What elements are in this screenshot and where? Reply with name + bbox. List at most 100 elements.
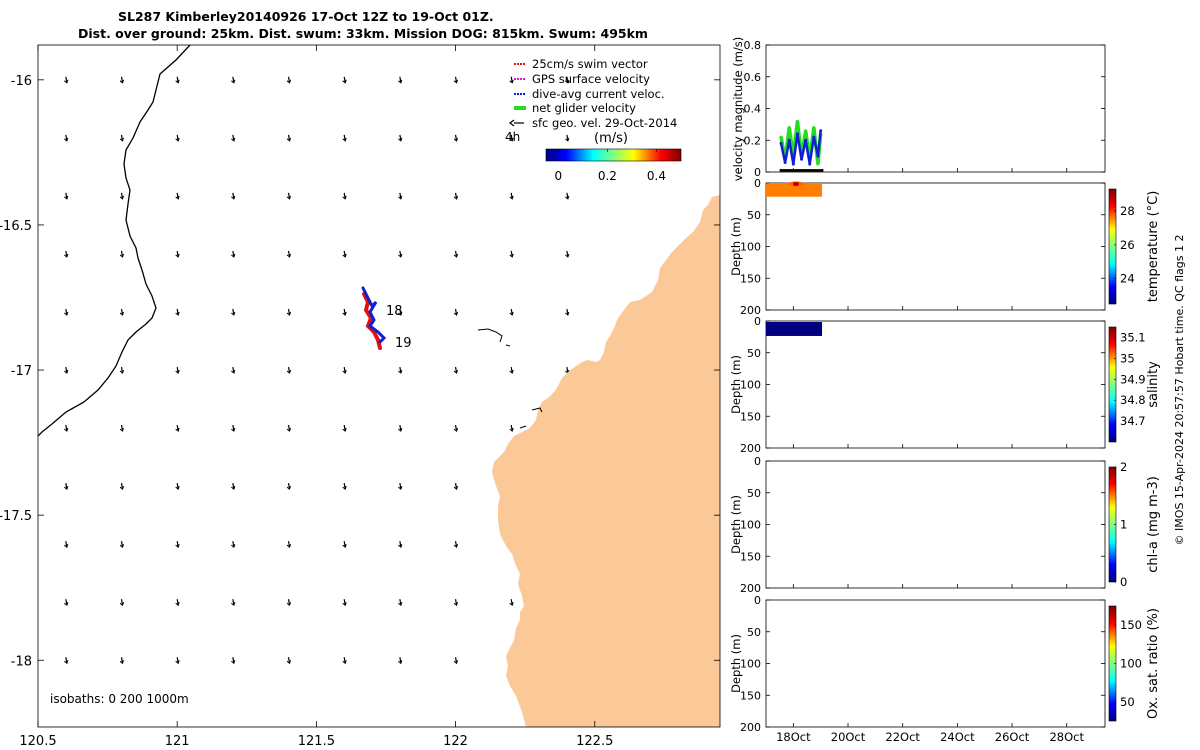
colorbar-tick-label: 2 <box>1120 460 1127 474</box>
colorbar-tick-label: 26 <box>1120 238 1135 252</box>
geo-arrow <box>342 192 347 200</box>
depth-ylabel: Depth (m) <box>729 217 743 276</box>
depth-ytick-label: 50 <box>747 209 761 222</box>
velocity-y-axis: 0 0.2 0.4 0.6 0.8 <box>744 39 1105 179</box>
geo-arrow <box>286 599 292 607</box>
geo-arrow <box>231 657 236 665</box>
geo-arrow <box>175 657 180 665</box>
island <box>477 328 511 347</box>
geo-arrow <box>453 657 459 665</box>
figure-title-line1: SL287 Kimberley20140926 17-Oct 12Z to 19… <box>118 9 494 24</box>
map-panel: 120.5 121 121.5 122 122.5 -16-16.5-17-17.5-1… <box>0 44 721 749</box>
isobath-1000m <box>38 45 191 437</box>
colorbar-tick-label: 34.7 <box>1120 414 1146 428</box>
geo-arrow <box>64 541 69 549</box>
geo-arrow <box>398 134 403 142</box>
geo-arrow <box>398 308 403 316</box>
geo-arrow <box>453 250 459 258</box>
geo-arrow <box>175 599 180 607</box>
geo-arrow <box>175 250 180 258</box>
time-tick-label: 20Oct <box>831 730 866 744</box>
geo-arrow <box>398 250 403 258</box>
geo-arrow <box>231 424 236 432</box>
depth-panel-2: 0 50 100 150 200 Depth (m) 34.7 34.8 34.9 35 35.1 s… <box>729 315 1161 455</box>
geo-arrow <box>565 308 570 316</box>
colorbar-label: salinity <box>1146 361 1161 408</box>
geo-arrow <box>119 599 124 607</box>
glider-track-red <box>362 292 382 350</box>
speed-colorbar <box>545 148 682 162</box>
geo-arrow <box>398 192 403 200</box>
colorbar-tick-label: 28 <box>1120 204 1135 218</box>
map-ytick-label: -16 <box>11 74 32 89</box>
depth-ytick-label: 50 <box>747 487 761 500</box>
depth-ytick-label: 150 <box>740 689 761 702</box>
colorbar-label: chl-a (mg m-3) <box>1146 476 1161 573</box>
geo-arrow <box>175 76 180 84</box>
depth-ytick-label: 200 <box>740 582 761 595</box>
colorbar-tick-label: 50 <box>1120 695 1135 709</box>
colorbar-tick-label: 0.4 <box>647 169 666 183</box>
geo-arrow <box>342 657 347 665</box>
geo-arrow <box>398 657 403 665</box>
geo-arrow <box>342 541 347 549</box>
speed-colorbar-ticks: 0 0.2 0.4 <box>554 149 666 183</box>
geo-arrow <box>64 76 69 84</box>
day-label-19: 19 <box>395 336 412 351</box>
geo-arrow <box>398 366 403 374</box>
colorbar-tick-label: 24 <box>1120 272 1135 286</box>
warm-surface-core <box>793 181 800 186</box>
geo-arrow <box>119 424 124 432</box>
geo-arrow <box>231 250 236 258</box>
geo-arrow <box>175 424 180 432</box>
map-ytick-label: -18 <box>11 654 32 669</box>
footer-credit: © IMOS 15-Apr-2024 20:57:57 Hobart time.… <box>1173 235 1186 546</box>
velocity-ylabel: velocity magnitude (m/s) <box>731 37 745 182</box>
depth-ytick-label: 0 <box>754 594 761 607</box>
time-label: 4h <box>505 130 520 144</box>
geo-arrow <box>342 366 347 374</box>
depth-ytick-label: 50 <box>747 626 761 639</box>
geo-arrow <box>119 250 124 258</box>
map-xtick-label: 120.5 <box>19 734 56 749</box>
geo-arrow <box>398 76 403 84</box>
geo-arrow <box>509 250 514 258</box>
geo-arrow <box>453 192 459 200</box>
geo-arrow <box>64 250 69 258</box>
time-axis: 18Oct 20Oct 22Oct 24Oct 26Oct 28Oct <box>776 168 1084 744</box>
time-tick-label: 28Oct <box>1049 730 1084 744</box>
geostrophic-velocity-arrows <box>64 76 570 665</box>
geo-arrow <box>64 424 69 432</box>
geo-arrow <box>175 308 180 316</box>
profile-data-block <box>766 184 823 197</box>
velocity-point <box>816 154 820 158</box>
day-label-18: 18 <box>386 304 403 319</box>
geo-arrow <box>509 308 514 316</box>
depth-panel-1: 0 50 100 150 200 Depth (m) 24 26 28 temperature (… <box>729 177 1161 317</box>
depth-colorbar <box>1108 326 1117 443</box>
glider-track-blue <box>361 286 387 344</box>
geo-arrow <box>175 192 180 200</box>
isobaths-label: isobaths: 0 200 1000m <box>50 692 189 706</box>
depth-ytick-label: 50 <box>747 347 761 360</box>
depth-ytick-label: 0 <box>754 315 761 328</box>
geo-arrow <box>453 366 459 374</box>
velocity-point <box>783 160 787 164</box>
geo-arrow <box>119 657 124 665</box>
map-ytick-label: -17 <box>11 364 32 379</box>
depth-ylabel: Depth (m) <box>729 634 743 693</box>
colorbar-tick-label: 34.9 <box>1120 372 1146 386</box>
colorbar-label: (m/s) <box>594 131 628 146</box>
depth-ytick-label: 150 <box>740 410 761 423</box>
geo-arrow <box>175 483 180 490</box>
depth-ytick-label: 150 <box>740 272 761 285</box>
geo-arrow <box>453 134 459 142</box>
depth-panel-4: 0 50 100 150 200 Depth (m) 50 100 150 Ox. sat. ra… <box>729 594 1161 734</box>
geo-arrow <box>398 541 403 549</box>
geo-arrow <box>509 76 514 84</box>
geo-arrow <box>64 657 69 665</box>
geo-arrow <box>175 366 180 374</box>
geo-arrow <box>231 192 236 200</box>
depth-ytick-label: 0 <box>754 177 761 190</box>
